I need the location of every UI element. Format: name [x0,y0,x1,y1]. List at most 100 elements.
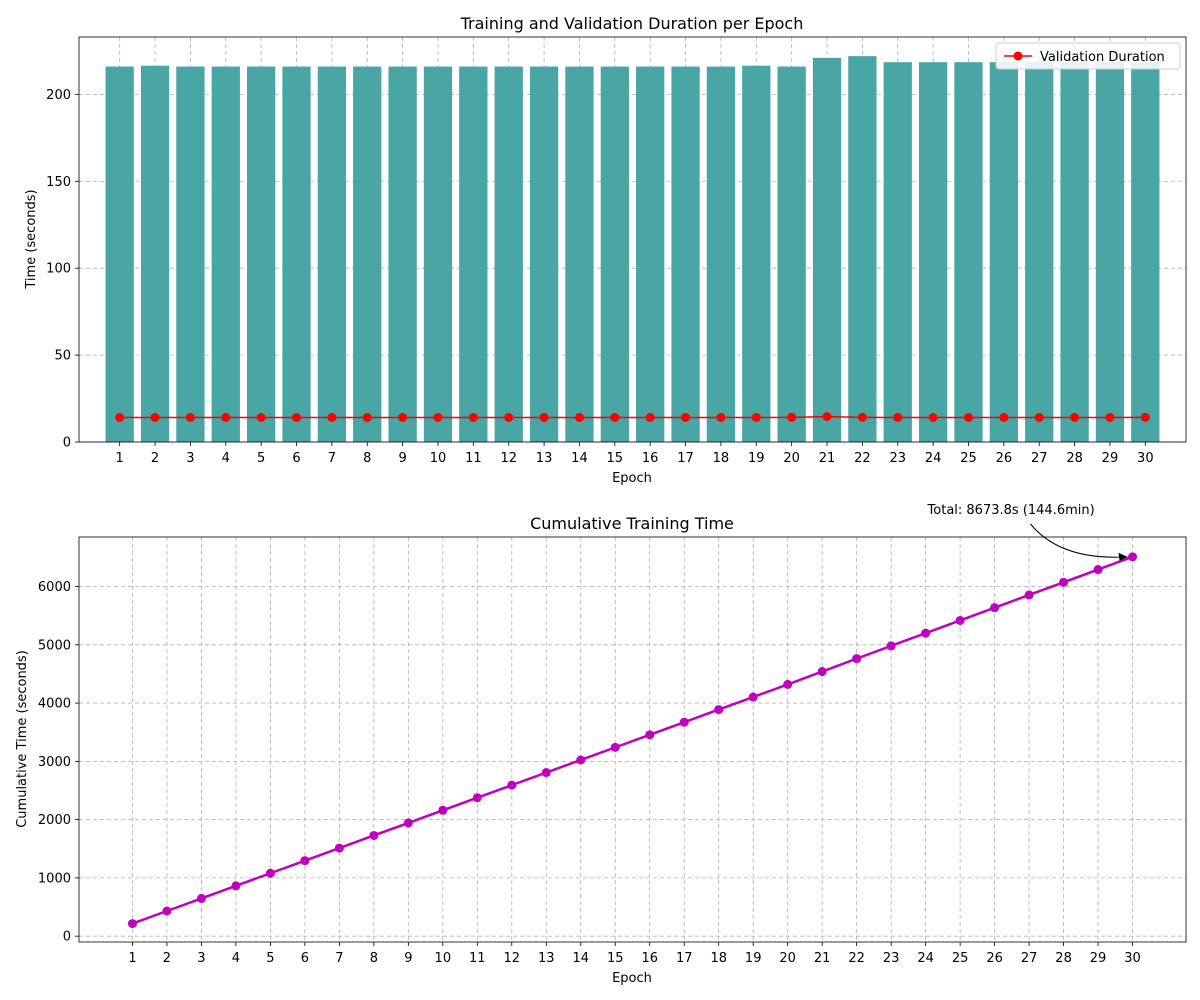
chart1-xtick-label: 24 [925,451,942,466]
chart2-ytick-label: 1000 [38,871,71,886]
chart1-bar [954,62,983,443]
chart2-cumulative-point [334,843,344,853]
chart2-cumulative-point [472,793,482,803]
chart1-validation-point [1140,412,1150,422]
chart1-bar [140,65,170,442]
chart1-legend-label: Validation Duration [1040,50,1165,65]
chart1-xtick-label: 8 [363,451,371,466]
chart2-xtick-label: 21 [814,951,831,966]
chart2-cumulative-point [852,654,862,664]
chart2-annotation-arrow [1030,523,1128,558]
chart2-ytick-label: 2000 [38,813,71,828]
chart2-xtick-label: 7 [335,951,343,966]
chart1-bar [423,66,453,443]
chart2-xtick-label: 13 [538,951,555,966]
chart1-bar [1060,62,1089,443]
chart1-xtick-label: 4 [222,451,230,466]
chart2-cumulative-point [541,768,551,778]
chart1-ylabel: Time (seconds) [24,189,39,289]
chart2-cumulative-point [921,628,931,638]
chart2-cumulative-point [990,603,1000,613]
chart1-bar [494,66,523,443]
chart1-xtick-label: 17 [677,451,694,466]
chart1-bar [246,66,276,443]
chart2-xtick-label: 27 [1021,951,1038,966]
chart1-ytick-label: 50 [54,349,71,364]
chart1-validation-point [574,412,584,422]
chart2-xtick-label: 14 [572,951,589,966]
chart1-bar [282,66,311,443]
chart2-xtick-label: 30 [1124,951,1141,966]
chart1-xtick-label: 25 [960,451,977,466]
chart2-cumulative-point [576,755,586,765]
chart2-ytick-label: 6000 [38,580,71,595]
chart1-bar [636,66,665,443]
chart1-validation-point [504,412,514,422]
chart1-xtick-label: 23 [889,451,906,466]
chart1-bar [600,66,629,443]
chart2-xtick-label: 23 [883,951,900,966]
chart1-legend-box [995,42,1181,70]
duration-chart: Training and Validation Duration per Epo… [24,14,1187,486]
chart2-xtick-label: 24 [917,951,934,966]
chart2-xtick-label: 9 [404,951,412,966]
chart1-xtick-label: 20 [783,451,800,466]
chart2-cumulative-point [645,730,655,740]
chart1-validation-point [468,412,478,422]
chart1-bar [1025,62,1054,443]
chart2-title: Cumulative Training Time [530,514,734,533]
chart1-xtick-label: 21 [819,451,836,466]
chart1-validation-point [787,412,797,422]
chart1-xtick-label: 18 [713,451,730,466]
chart2-xtick-label: 17 [676,951,693,966]
chart1-validation-point [857,412,867,422]
chart1-validation-point [1105,412,1115,422]
chart1-bar [812,57,842,442]
chart2-cumulative-point [955,615,965,625]
chart2-xtick-label: 15 [607,951,624,966]
chart1-xtick-label: 16 [642,451,659,466]
chart1-legend-swatch-marker [1013,51,1023,61]
chart2-cumulative-point [231,881,241,891]
chart2-xtick-label: 11 [469,951,486,966]
chart2-xtick-label: 10 [435,951,452,966]
chart2-cumulative-point [438,805,448,815]
chart2-plot-frame [78,536,1187,943]
chart2-xtick-label: 5 [266,951,274,966]
chart2-cumulative-point [162,906,172,916]
chart1-bar [777,66,806,443]
chart1-validation-point [398,412,408,422]
chart1-validation-point [292,412,302,422]
chart1-xtick-label: 15 [607,451,624,466]
chart1-bar [565,66,594,443]
chart2-xtick-label: 6 [301,951,309,966]
chart1-validation-point [115,412,125,422]
chart1-validation-point [928,412,938,422]
chart2-cumulative-point [507,780,517,790]
chart2-cumulative-point [714,705,724,715]
chart1-xtick-label: 14 [571,451,588,466]
chart2-xtick-label: 4 [232,951,240,966]
chart1-validation-point [433,412,443,422]
chart1-plot-frame [78,36,1187,443]
chart2-xtick-label: 19 [745,951,762,966]
chart2-cumulative-point [127,919,137,929]
chart1-validation-point [539,412,549,422]
chart2-ytick-label: 0 [63,930,71,945]
chart1-bar [529,66,559,443]
chart2-cumulative-point [679,717,689,727]
chart1-bar [848,56,877,442]
chart1-bar [989,62,1019,443]
chart1-xtick-label: 10 [430,451,447,466]
chart1-bar [742,65,771,442]
chart1-xtick-label: 30 [1137,451,1154,466]
chart1-validation-point [716,412,726,422]
chart1-bar [671,66,700,443]
chart2-xtick-label: 22 [848,951,865,966]
chart2-xtick-label: 12 [504,951,521,966]
chart1-xtick-label: 1 [116,451,124,466]
chart1-validation-point [362,412,372,422]
chart1-xtick-label: 19 [748,451,765,466]
chart2-ytick-label: 5000 [38,638,71,653]
chart2-annotation-arrowhead [1118,552,1128,561]
